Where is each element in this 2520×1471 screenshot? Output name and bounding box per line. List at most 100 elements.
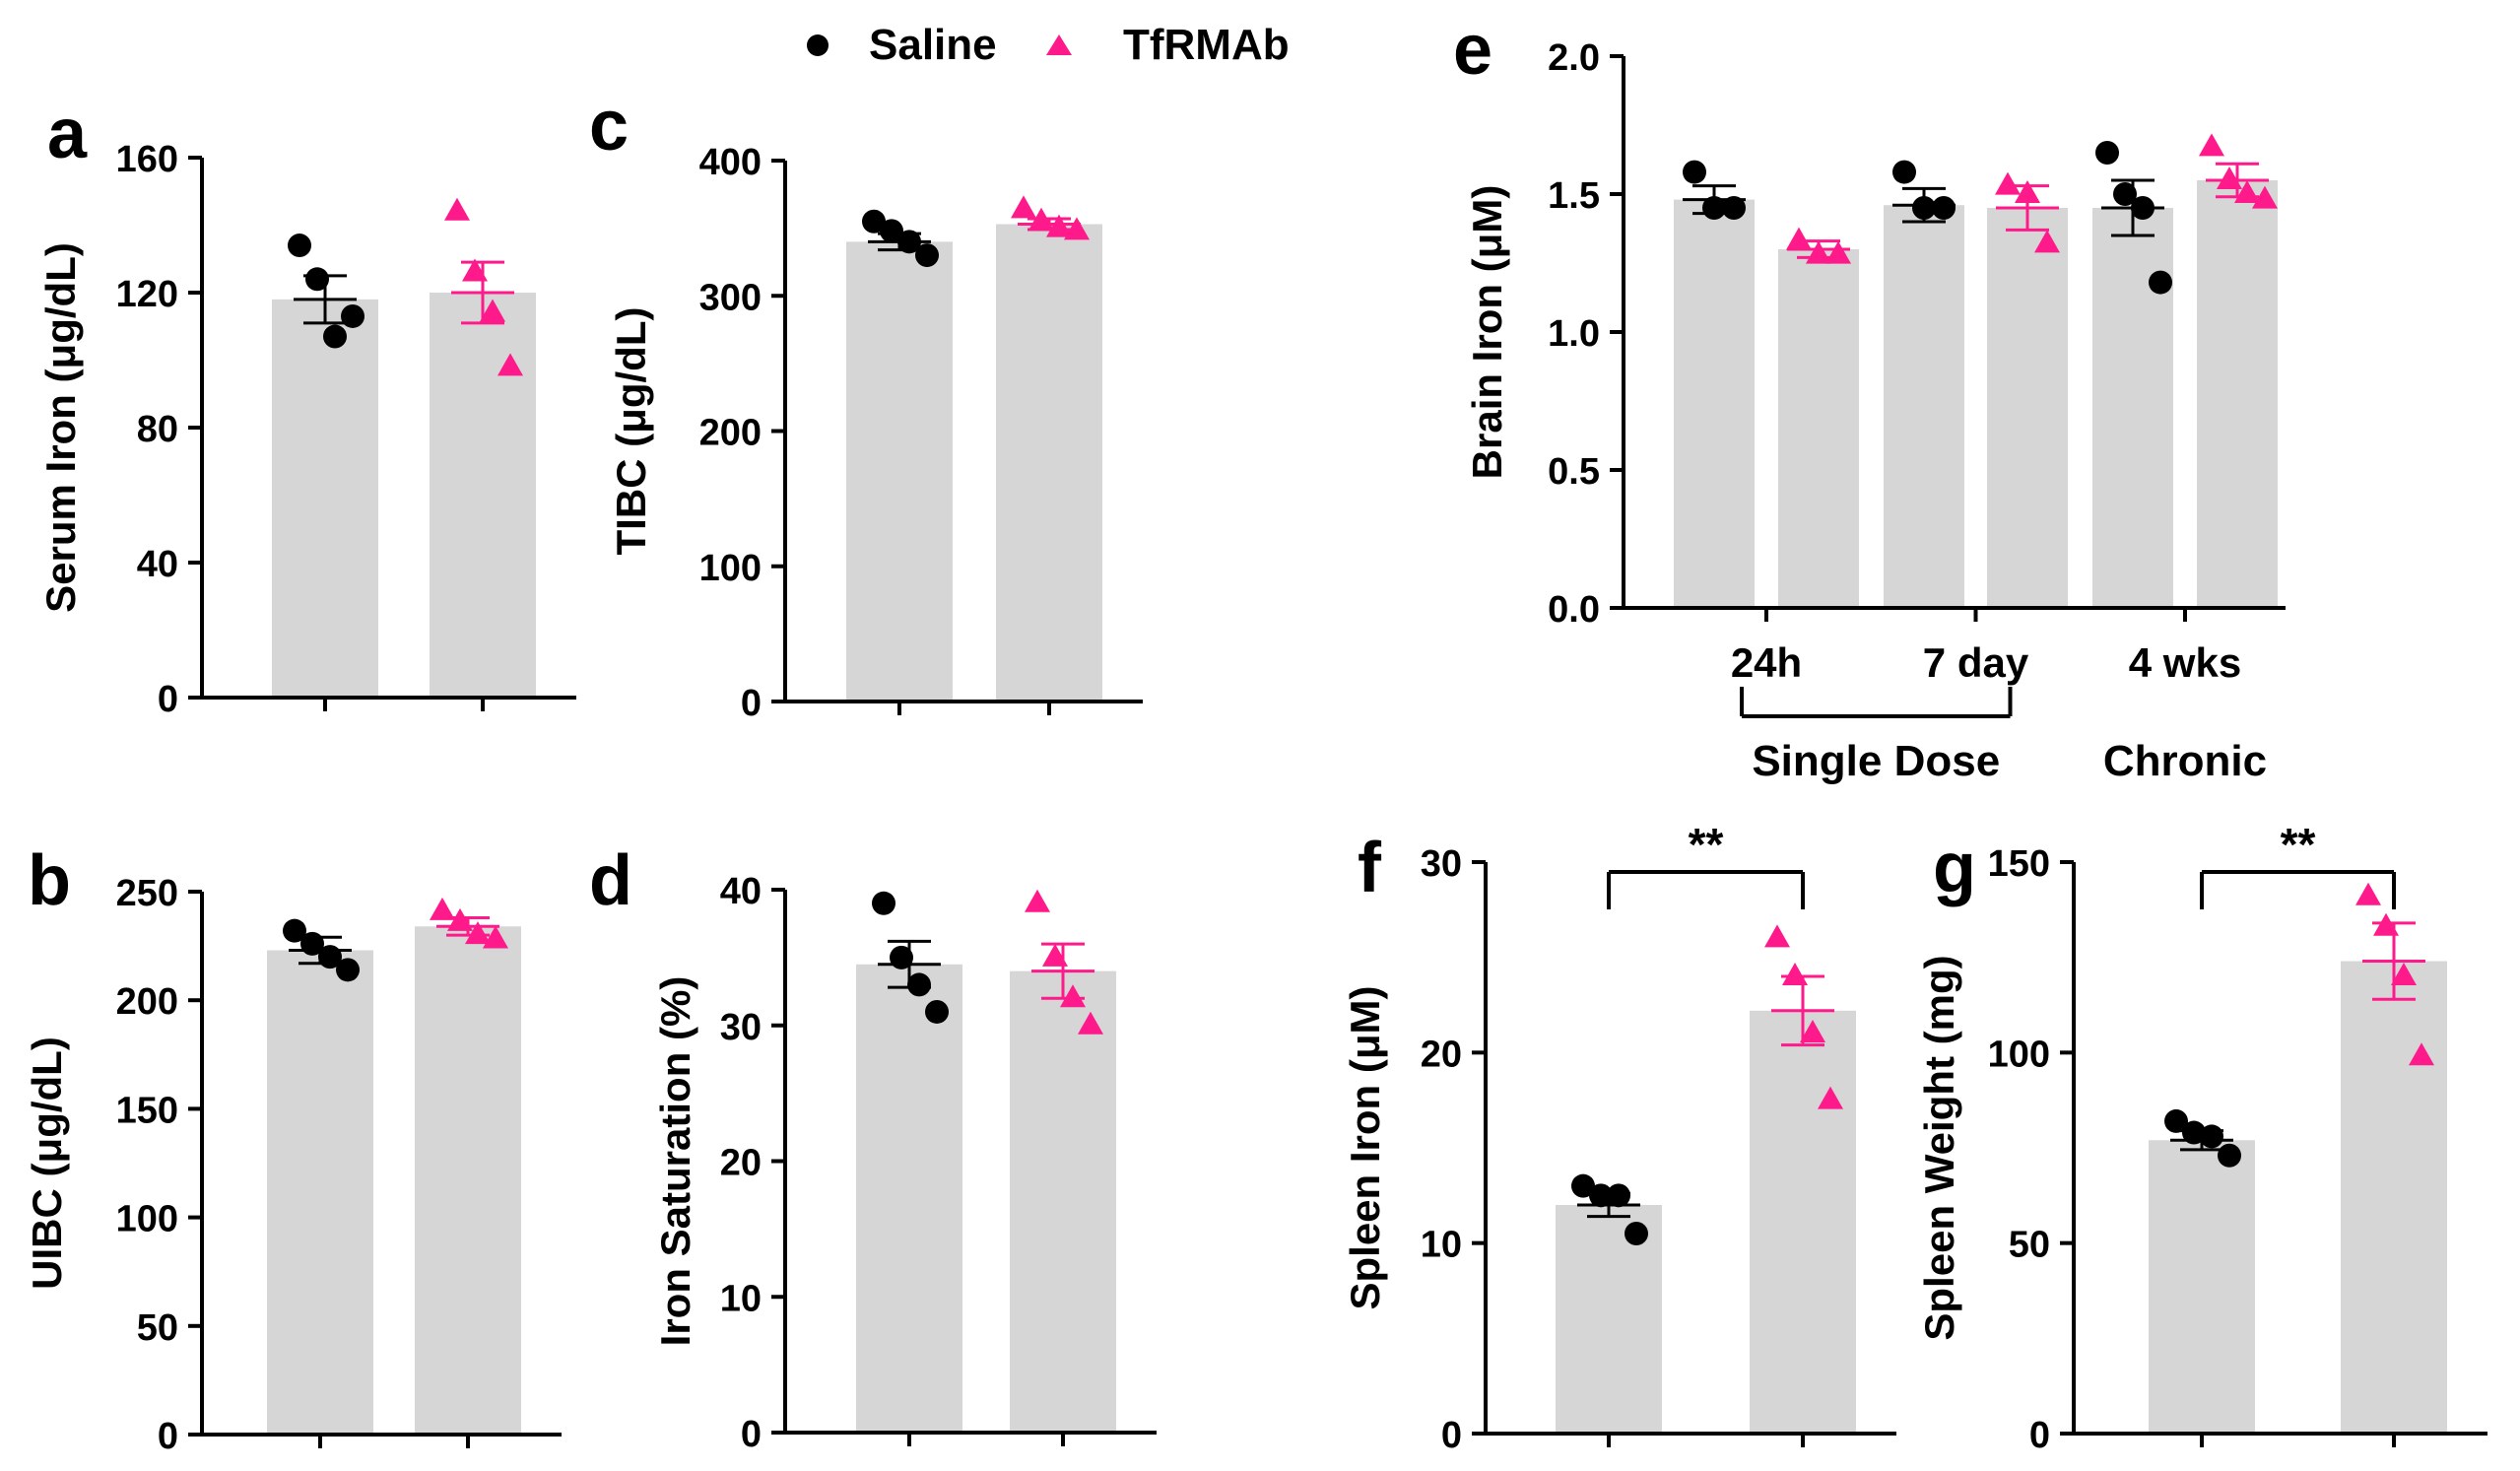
data-point-tfrmab-1-0 bbox=[1025, 889, 1050, 912]
data-point-tfrmab-0-0 bbox=[1786, 227, 1812, 250]
data-point-tfrmab-1-3 bbox=[2409, 1042, 2434, 1066]
y-tick-label-a-2: 80 bbox=[137, 409, 178, 450]
data-point-tfrmab-1-0 bbox=[430, 897, 455, 920]
bar-saline bbox=[1556, 1205, 1662, 1434]
data-point-tfrmab-1-2 bbox=[480, 299, 505, 322]
y-tick-label-c-2: 200 bbox=[699, 413, 762, 454]
panel-c: c TIBC (μg/dL) 0 100 200 300 400 bbox=[589, 87, 1143, 724]
y-tick-label-g-3: 150 bbox=[1988, 843, 2050, 885]
data-point-saline-0-3 bbox=[925, 999, 949, 1024]
data-point-saline-0-3 bbox=[341, 303, 365, 328]
panel-a: a Serum Iron (μg/dL) 0 40 80 120 160 bbox=[37, 95, 576, 720]
y-tick-label-a-3: 120 bbox=[116, 274, 178, 315]
data-point-tfrmab-1-0 bbox=[444, 197, 470, 221]
y-tick-label-d-1: 10 bbox=[720, 1278, 762, 1319]
data-point-tfrmab-1-2 bbox=[1060, 984, 1086, 1008]
y-tick-label-a-0: 0 bbox=[158, 679, 178, 720]
data-point-saline-2-1 bbox=[2113, 182, 2137, 206]
data-point-saline-0-2 bbox=[2200, 1124, 2223, 1149]
panel-letter-b: b bbox=[28, 841, 71, 920]
x-tick-label-e-0: 24h bbox=[1731, 639, 1802, 686]
significance-label-g: ** bbox=[2281, 819, 2316, 870]
data-point-saline-0-1 bbox=[880, 219, 903, 243]
legend-saline-marker bbox=[807, 34, 829, 56]
y-tick-label-f-1: 10 bbox=[1421, 1225, 1462, 1266]
data-point-tfrmab-1-2 bbox=[2391, 963, 2417, 985]
data-point-saline-0-0 bbox=[2164, 1108, 2188, 1133]
y-tick-label-g-2: 100 bbox=[1988, 1034, 2050, 1075]
y-tick-label-e-1: 0.5 bbox=[1548, 451, 1600, 493]
data-point-saline-2-3 bbox=[2149, 270, 2172, 295]
bar-tfrmab bbox=[1010, 970, 1116, 1433]
panel-d: d Iron Saturation (%) 0 10 20 30 40 bbox=[589, 841, 1157, 1455]
y-axis-label-c: TIBC (μg/dL) bbox=[608, 307, 654, 556]
y-tick-label-f-0: 0 bbox=[1441, 1415, 1462, 1456]
panel-g: g Spleen Weight (mg) 0 50 100 150 ** bbox=[1916, 819, 2487, 1456]
panel-f: f Spleen Iron (μM) 0 10 20 30 ** bbox=[1342, 819, 1896, 1456]
y-tick-label-e-4: 2.0 bbox=[1548, 37, 1600, 79]
y-tick-label-b-4: 200 bbox=[116, 981, 178, 1023]
data-point-saline-0-3 bbox=[1625, 1222, 1648, 1245]
bar-tfrmab bbox=[1750, 1010, 1856, 1434]
y-axis-label-b: UIBC (μg/dL) bbox=[24, 1036, 70, 1290]
data-point-tfrmab-1-0 bbox=[2355, 882, 2381, 905]
data-point-tfrmab-1-2 bbox=[1046, 214, 1072, 237]
bar-tfrmab-1 bbox=[1987, 208, 2068, 608]
panel-letter-a: a bbox=[47, 95, 88, 173]
data-point-tfrmab-1-1 bbox=[1028, 207, 1054, 231]
legend: Saline TfRMAb bbox=[807, 21, 1290, 69]
y-axis-label-e: Brain Iron (μM) bbox=[1464, 185, 1510, 480]
y-axis-label-a: Serum Iron (μg/dL) bbox=[37, 242, 84, 613]
data-point-saline-0-3 bbox=[2218, 1143, 2241, 1168]
data-point-saline-0-0 bbox=[1683, 160, 1706, 184]
data-point-tfrmab-1-1 bbox=[447, 907, 473, 931]
data-point-saline-0-0 bbox=[288, 234, 311, 258]
y-tick-label-d-0: 0 bbox=[741, 1414, 762, 1455]
data-point-saline-0-2 bbox=[318, 945, 342, 970]
data-point-tfrmab-1-3 bbox=[1818, 1086, 1843, 1109]
x-tick-label-e-2: 4 wks bbox=[2129, 639, 2241, 686]
bar-tfrmab bbox=[996, 224, 1102, 702]
y-tick-label-f-2: 20 bbox=[1421, 1034, 1462, 1075]
y-tick-label-c-1: 100 bbox=[699, 548, 762, 589]
bar-tfrmab-0 bbox=[1778, 249, 1859, 608]
data-point-tfrmab-1-1 bbox=[462, 258, 488, 282]
bar-saline-1 bbox=[1884, 205, 1964, 608]
data-point-saline-0-3 bbox=[336, 958, 360, 982]
bar-saline bbox=[272, 299, 378, 698]
y-tick-label-b-1: 50 bbox=[137, 1307, 178, 1349]
panel-letter-d: d bbox=[589, 841, 632, 920]
panel-letter-e: e bbox=[1453, 11, 1492, 90]
bar-tfrmab bbox=[415, 926, 521, 1435]
bar-saline-2 bbox=[2092, 208, 2173, 608]
y-tick-label-d-3: 30 bbox=[720, 1007, 762, 1048]
bar-tfrmab-2 bbox=[2197, 180, 2278, 608]
panel-b: b UIBC (μg/dL) 0 50 100 150 200 250 bbox=[24, 841, 562, 1457]
data-point-tfrmab-2-3 bbox=[2252, 185, 2278, 209]
data-point-saline-2-2 bbox=[2131, 196, 2155, 220]
data-point-tfrmab-1-2 bbox=[2034, 230, 2060, 253]
data-point-saline-0-1 bbox=[890, 945, 913, 970]
y-tick-label-c-0: 0 bbox=[741, 683, 762, 724]
data-point-tfrmab-1-1 bbox=[1042, 943, 1068, 967]
y-tick-label-e-2: 1.0 bbox=[1548, 313, 1600, 355]
data-point-saline-0-0 bbox=[872, 891, 895, 915]
bar-saline bbox=[846, 241, 953, 702]
data-point-tfrmab-1-3 bbox=[497, 353, 523, 376]
data-point-saline-0-0 bbox=[283, 918, 306, 943]
y-tick-label-b-5: 250 bbox=[116, 873, 178, 914]
legend-saline-label: Saline bbox=[869, 21, 997, 69]
data-point-tfrmab-2-2 bbox=[2234, 180, 2260, 203]
data-point-tfrmab-0-1 bbox=[1806, 240, 1831, 264]
legend-tfrmab-marker bbox=[1046, 34, 1072, 55]
y-tick-label-c-4: 400 bbox=[699, 142, 762, 183]
data-point-saline-1-2 bbox=[1932, 196, 1956, 220]
data-point-saline-0-0 bbox=[1571, 1173, 1595, 1198]
data-point-tfrmab-1-3 bbox=[1064, 217, 1090, 240]
bar-saline bbox=[856, 964, 962, 1433]
data-point-tfrmab-1-1 bbox=[2015, 180, 2040, 203]
x-tick-label-e-1: 7 day bbox=[1923, 639, 2029, 686]
data-point-saline-0-2 bbox=[323, 324, 347, 349]
y-tick-label-e-0: 0.0 bbox=[1548, 589, 1600, 631]
